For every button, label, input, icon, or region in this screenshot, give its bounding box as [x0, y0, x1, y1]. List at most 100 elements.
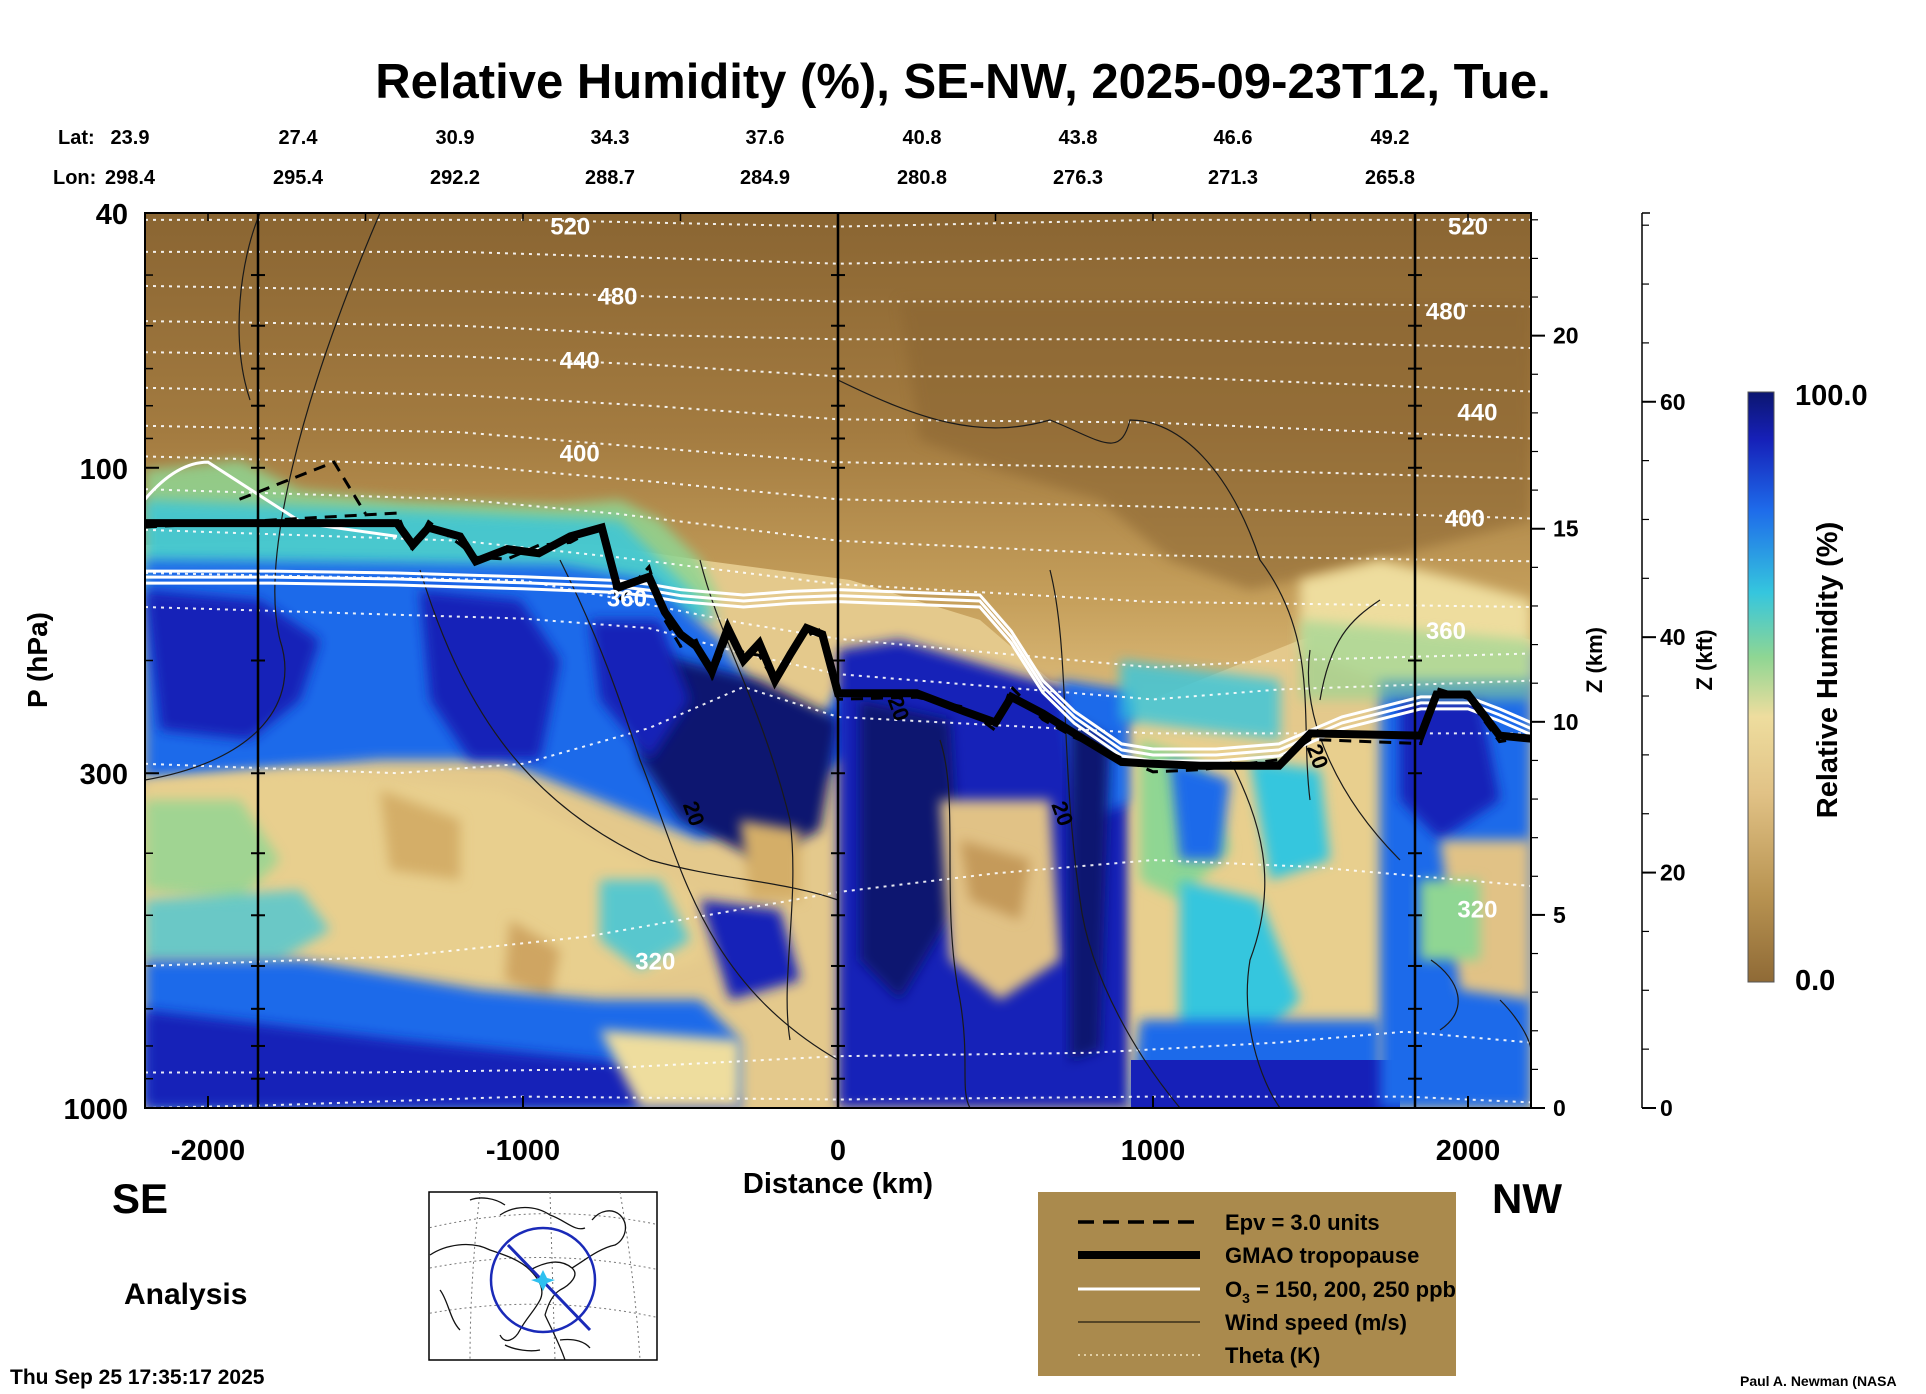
epv-contour — [145, 460, 1531, 774]
theta-label: 360 — [607, 585, 647, 612]
theta-contours — [145, 218, 1531, 1108]
theta-contour — [145, 606, 1531, 701]
legend-label: Theta (K) — [1225, 1343, 1320, 1368]
tropopause-line — [145, 519, 1531, 770]
x-axis-label: Distance (km) — [743, 1168, 933, 1200]
theta-label: 480 — [1426, 298, 1466, 325]
theta-label: 480 — [597, 283, 637, 310]
lat-label: Lat: — [58, 127, 95, 149]
theta-label: 320 — [1457, 897, 1497, 924]
timestamp: Thu Sep 25 17:35:17 2025 — [10, 1366, 265, 1389]
x-tick-label: -2000 — [171, 1135, 245, 1167]
z-km-tick-label: 0 — [1553, 1095, 1566, 1121]
lon-label: Lon: — [53, 167, 96, 189]
lat-lon-header: 23.9 298.4 27.4 295.4 30.9 292.2 34.3 288.7 37.6… — [105, 127, 1415, 189]
z-kft-tick-label: 60 — [1660, 389, 1686, 415]
theta-contour — [145, 1030, 1531, 1074]
theta-contour — [145, 859, 1531, 967]
x-tick-label: 2000 — [1436, 1135, 1501, 1167]
x-axis: -2000 -1000 0 1000 2000 — [171, 213, 1500, 1167]
lon-value: 284.9 — [740, 167, 790, 189]
legend: Epv = 3.0 units GMAO tropopause O3 = 150, … — [1038, 1192, 1456, 1376]
lat-value: 30.9 — [436, 127, 475, 149]
lat-value: 23.9 — [111, 127, 150, 149]
lon-value: 276.3 — [1053, 167, 1103, 189]
x-tick-label: 1000 — [1121, 1135, 1186, 1167]
wind-speed-contours — [145, 213, 1531, 1108]
ozone-contours — [145, 460, 1531, 763]
theta-label: 440 — [1457, 400, 1497, 427]
lon-value: 288.7 — [585, 167, 635, 189]
colorbar-min-label: 0.0 — [1795, 965, 1835, 997]
z-km-tick-label: 20 — [1553, 323, 1579, 349]
legend-label: Wind speed (m/s) — [1225, 1310, 1407, 1335]
theta-contour — [145, 424, 1531, 480]
epv-contour-path — [238, 460, 367, 515]
inset-map — [428, 1191, 658, 1361]
lat-value: 49.2 — [1371, 127, 1410, 149]
ozone-contour — [145, 569, 1531, 751]
credit: Paul A. Newman (NASA — [1740, 1373, 1897, 1389]
lat-value: 27.4 — [279, 127, 319, 149]
lat-value: 43.8 — [1059, 127, 1098, 149]
z-kft-tick-label: 40 — [1660, 624, 1686, 650]
z-km-axis-label: Z (km) — [1582, 627, 1607, 693]
x-tick-label: -1000 — [486, 1135, 560, 1167]
z-kft-axis: 0 20 40 60 — [1641, 212, 1686, 1121]
theta-contour — [145, 685, 1531, 775]
lat-value: 34.3 — [591, 127, 630, 149]
y-axis-label: P (hPa) — [22, 612, 53, 708]
direction-nw: NW — [1492, 1175, 1562, 1222]
z-kft-axis-label: Z (kft) — [1692, 629, 1717, 690]
lon-value: 292.2 — [430, 167, 480, 189]
lon-value: 271.3 — [1208, 167, 1258, 189]
theta-label: 400 — [1445, 505, 1485, 532]
ozone-contour — [145, 581, 1531, 763]
lon-value: 265.8 — [1365, 167, 1415, 189]
legend-label: Epv = 3.0 units — [1225, 1210, 1380, 1235]
z-km-tick-label: 15 — [1553, 516, 1579, 542]
z-kft-tick-label: 0 — [1660, 1095, 1673, 1121]
p-tick-label: 1000 — [63, 1094, 128, 1126]
z-km-tick-label: 5 — [1553, 902, 1566, 928]
legend-label-rest: = 150, 200, 250 ppb — [1250, 1277, 1456, 1302]
chart-title: Relative Humidity (%), SE-NW, 2025-09-23… — [375, 55, 1550, 109]
lat-value: 46.6 — [1214, 127, 1253, 149]
tropopause-path — [145, 519, 1531, 770]
colorbar-max-label: 100.0 — [1795, 380, 1868, 412]
pressure-axis: 40 100 300 1000 — [63, 199, 159, 1126]
theta-contour — [145, 455, 1531, 520]
lon-value: 295.4 — [273, 167, 324, 189]
theta-contour — [145, 488, 1531, 563]
legend-label-part: O — [1225, 1277, 1242, 1302]
theta-contour — [145, 528, 1531, 608]
direction-se: SE — [112, 1175, 168, 1222]
z-km-axis: 0 5 10 15 20 — [1531, 219, 1579, 1121]
lat-value: 37.6 — [746, 127, 785, 149]
p-tick-label: 100 — [80, 454, 128, 486]
p-tick-label: 300 — [80, 759, 128, 791]
reference-tick-marks — [251, 274, 1422, 1080]
theta-label: 440 — [560, 348, 600, 375]
ozone-contour — [145, 575, 1531, 757]
legend-label-sub: 3 — [1242, 1290, 1250, 1306]
z-kft-tick-label: 20 — [1660, 860, 1686, 886]
colorbar — [1747, 391, 1775, 983]
theta-label: 400 — [560, 441, 600, 468]
lat-value: 40.8 — [903, 127, 942, 149]
colorbar-label: Relative Humidity (%) — [1812, 522, 1844, 819]
p-tick-label: 40 — [96, 199, 128, 231]
ozone-contour — [145, 460, 398, 538]
legend-label: O3 = 150, 200, 250 ppb — [1225, 1277, 1456, 1306]
theta-label: 520 — [550, 214, 590, 241]
z-km-tick-label: 10 — [1553, 709, 1579, 735]
lon-value: 280.8 — [897, 167, 947, 189]
theta-label: 360 — [1426, 618, 1466, 645]
lon-value: 298.4 — [105, 167, 156, 189]
analysis-label: Analysis — [124, 1278, 247, 1311]
theta-label: 320 — [635, 948, 675, 975]
x-tick-label: 0 — [830, 1135, 846, 1167]
legend-label: GMAO tropopause — [1225, 1243, 1419, 1268]
